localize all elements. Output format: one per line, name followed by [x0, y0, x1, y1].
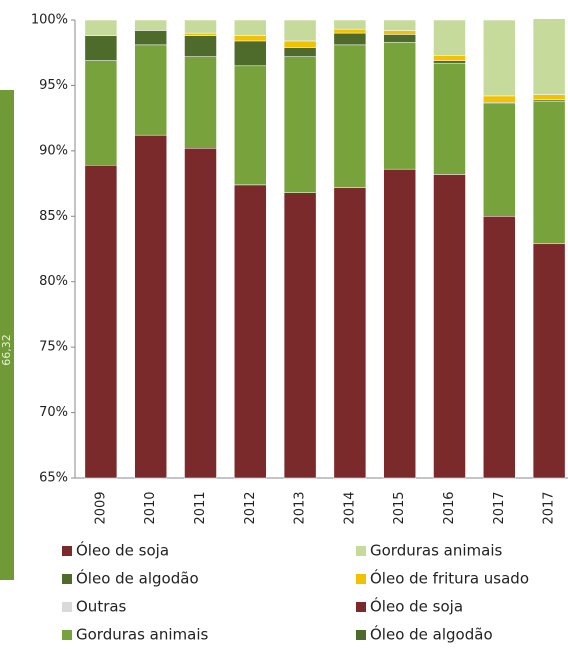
- bar-segment: [234, 35, 267, 42]
- y-tick-label: 90%: [39, 143, 68, 158]
- y-tick-label: 70%: [39, 405, 68, 420]
- bar-segment: [134, 30, 167, 46]
- bar-segment: [433, 62, 466, 175]
- legend-label: Outras: [76, 598, 127, 616]
- bar-segment: [283, 56, 317, 193]
- bar-segment: [283, 192, 317, 479]
- bar-segment: [184, 147, 217, 479]
- bar-segment: [184, 35, 217, 57]
- bar-segment: [234, 184, 267, 479]
- y-tick-label: 100%: [31, 13, 68, 28]
- y-tick-label: 95%: [39, 78, 68, 93]
- bar-segment: [532, 243, 566, 479]
- x-tick-label: 2011: [193, 491, 208, 524]
- legend-label: Óleo de soja: [370, 597, 463, 616]
- bar-segment: [383, 19, 416, 31]
- bar-segment: [184, 32, 217, 36]
- y-tick-label: 85%: [39, 209, 68, 224]
- x-tick-label: 2009: [93, 491, 108, 524]
- bar-segment: [84, 19, 118, 36]
- bar-segment: [333, 19, 367, 30]
- bar-segment: [84, 165, 118, 479]
- legend-swatch: [356, 602, 366, 612]
- x-tick-label: 2017: [542, 491, 557, 524]
- side-annotation: 66,32: [0, 334, 13, 366]
- y-tick-label: 75%: [39, 340, 68, 355]
- legend-swatch: [62, 546, 72, 556]
- x-tick-label: 2014: [342, 491, 357, 524]
- bar-segment: [184, 19, 217, 34]
- bar-segment: [333, 44, 367, 188]
- bar-segment: [283, 47, 317, 57]
- bar-segment: [532, 94, 566, 101]
- legend-swatch: [62, 574, 72, 584]
- side-panel: [0, 90, 14, 580]
- bar-segment: [134, 134, 167, 479]
- x-tick-label: 2012: [243, 491, 258, 524]
- bar-segment: [283, 40, 317, 48]
- bar-segment: [383, 168, 416, 479]
- bar-segment: [383, 34, 416, 43]
- x-tick-label: 2015: [392, 491, 407, 524]
- bar-segment: [433, 174, 466, 479]
- bar-segment: [383, 41, 416, 170]
- bar-segment: [234, 65, 267, 186]
- legend: Óleo de soja Gorduras animais Óleo de algo…: [62, 541, 529, 644]
- legend-swatch: [356, 574, 366, 584]
- bar-segment: [333, 32, 367, 46]
- bar-segment: [184, 56, 217, 149]
- bar-segment: [283, 19, 317, 42]
- x-tick-label: 2017: [492, 491, 507, 524]
- bar-segment: [483, 216, 516, 479]
- bar-segment: [333, 187, 367, 479]
- legend-label: Gorduras animais: [76, 626, 209, 644]
- legend-swatch: [62, 602, 72, 612]
- bar-segment: [532, 18, 566, 95]
- legend-label: Óleo de soja: [76, 541, 169, 560]
- bar-segment: [433, 55, 466, 61]
- bar-segment: [433, 19, 466, 56]
- bar-segment: [383, 30, 416, 35]
- bar-segment: [483, 19, 516, 97]
- y-tick-label: 80%: [39, 274, 68, 289]
- bar-segment: [234, 19, 267, 36]
- bar-segment: [134, 19, 167, 31]
- x-tick-label: 2010: [143, 491, 158, 524]
- legend-swatch: [356, 630, 366, 640]
- x-tick-label: 2013: [293, 491, 308, 524]
- legend-swatch: [356, 546, 366, 556]
- legend-label: Óleo de fritura usado: [370, 569, 529, 588]
- legend-label: Óleo de algodão: [370, 625, 493, 644]
- bar-segment: [483, 95, 516, 103]
- bar-segment: [84, 35, 118, 61]
- legend-label: Gorduras animais: [370, 542, 503, 560]
- bar-segment: [532, 100, 566, 245]
- legend-label: Óleo de algodão: [76, 569, 199, 588]
- bar-segment: [433, 60, 466, 64]
- legend-swatch: [62, 630, 72, 640]
- x-tick-label: 2016: [442, 491, 457, 524]
- bar-segment: [84, 60, 118, 166]
- bar-segment: [333, 28, 367, 34]
- bar-segment: [134, 44, 167, 136]
- bar-segment: [483, 103, 516, 217]
- bar-segment: [234, 40, 267, 67]
- y-tick-label: 65%: [39, 471, 68, 486]
